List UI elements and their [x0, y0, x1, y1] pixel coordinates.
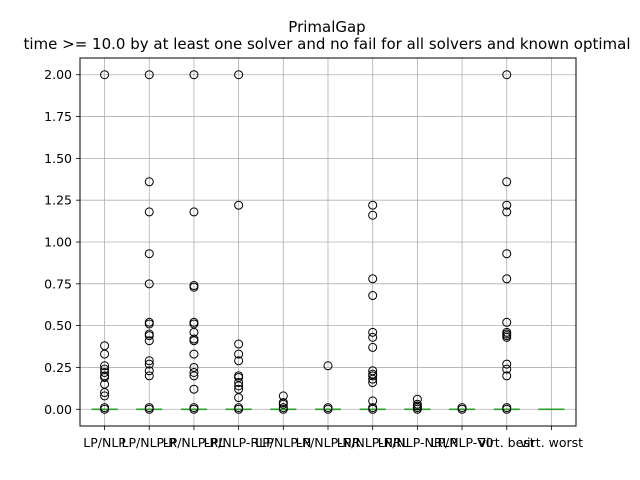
outlier-point: [144, 404, 154, 414]
outlier-point: [502, 177, 512, 187]
y-tick-label: 0.75: [44, 276, 72, 291]
outlier-point: [368, 404, 378, 414]
outlier-point: [234, 393, 244, 403]
outlier-point: [368, 200, 378, 210]
outlier-point: [100, 388, 110, 398]
outlier-point: [368, 291, 378, 301]
outlier-point: [368, 374, 378, 384]
outlier-point: [144, 319, 154, 329]
x-tick-label: LP/NLP-N: [255, 435, 311, 450]
y-tick-label: 2.00: [44, 67, 72, 82]
outlier-point: [502, 359, 512, 369]
outlier-point: [189, 404, 199, 414]
outlier-point: [502, 364, 512, 374]
outlier-point: [144, 356, 154, 366]
grid: [80, 58, 576, 426]
outlier-point: [323, 361, 333, 371]
outlier-point: [368, 342, 378, 352]
outlier-point: [100, 372, 110, 382]
x-tick-label: LP/NLP-R: [122, 435, 178, 450]
outlier-point: [368, 327, 378, 337]
outlier-point: [144, 359, 154, 369]
outlier-point: [502, 70, 512, 80]
x-tick-label: LP/NLP-RL: [163, 435, 225, 450]
x-tick-label: LP/NLP-RLP: [204, 435, 274, 450]
outlier-point: [502, 332, 512, 342]
outlier-point: [278, 404, 288, 414]
chart-title: PrimalGap: [288, 18, 365, 36]
x-tick-label: LP/NLP-NR: [296, 435, 361, 450]
outlier-point: [189, 371, 199, 381]
outlier-point: [234, 349, 244, 359]
outlier-point: [234, 200, 244, 210]
outlier-point: [368, 378, 378, 388]
outlier-point: [100, 361, 110, 371]
x-tick-label: LP/NLP: [83, 435, 126, 450]
outlier-point: [234, 378, 244, 388]
outlier-point: [144, 336, 154, 346]
y-tick-label: 0.50: [44, 318, 72, 333]
outlier-point: [100, 70, 110, 80]
outliers: [100, 70, 512, 414]
x-axis: LP/NLPLP/NLP-RLP/NLP-RLLP/NLP-RLPLP/NLP-…: [83, 426, 583, 450]
x-tick-label: virt. best: [479, 435, 535, 450]
outlier-point: [368, 274, 378, 284]
outlier-point: [100, 404, 110, 414]
outlier-point: [144, 70, 154, 80]
y-tick-label: 1.25: [44, 193, 72, 208]
x-tick-label: LP/NLP-NRL: [337, 435, 409, 450]
x-tick-label: LP/NLP-NRLP: [378, 435, 458, 450]
outlier-point: [368, 371, 378, 381]
outlier-point: [144, 249, 154, 259]
chart-subtitle: time >= 10.0 by at least one solver and …: [23, 35, 630, 53]
outlier-point: [189, 207, 199, 217]
y-tick-label: 1.00: [44, 235, 72, 250]
outlier-point: [412, 404, 422, 414]
y-tick-label: 1.50: [44, 151, 72, 166]
outlier-point: [144, 207, 154, 217]
outlier-point: [234, 381, 244, 391]
outlier-point: [368, 210, 378, 220]
outlier-point: [502, 371, 512, 381]
outlier-point: [323, 404, 333, 414]
outlier-point: [189, 282, 199, 292]
outlier-point: [189, 349, 199, 359]
outlier-point: [144, 331, 154, 341]
outlier-point: [502, 207, 512, 217]
y-tick-label: 0.25: [44, 360, 72, 375]
outlier-point: [502, 274, 512, 284]
y-tick-label: 1.75: [44, 109, 72, 124]
y-tick-label: 0.00: [44, 402, 72, 417]
x-tick-label: LP/NLP-∇0: [430, 435, 493, 450]
outlier-point: [502, 317, 512, 327]
outlier-point: [144, 371, 154, 381]
outlier-point: [502, 200, 512, 210]
outlier-point: [144, 366, 154, 376]
x-tick-label: virt. worst: [520, 435, 583, 450]
outlier-point: [234, 404, 244, 414]
y-axis: 0.00 0.25 0.50 0.75 1.00 1.25 1.50 1.75 2.00: [44, 67, 80, 417]
outlier-point: [502, 404, 512, 414]
outlier-point: [100, 367, 110, 377]
outlier-point: [368, 332, 378, 342]
outlier-point: [189, 367, 199, 377]
outlier-point: [189, 70, 199, 80]
outlier-point: [234, 356, 244, 366]
outlier-point: [278, 399, 288, 409]
outlier-point: [144, 177, 154, 187]
outlier-point: [234, 70, 244, 80]
outlier-point: [144, 279, 154, 289]
outlier-point: [457, 404, 467, 414]
outlier-point: [234, 339, 244, 349]
outlier-point: [502, 249, 512, 259]
outlier-point: [100, 391, 110, 401]
outlier-point: [100, 349, 110, 359]
outlier-point: [189, 384, 199, 394]
outlier-point: [189, 336, 199, 346]
